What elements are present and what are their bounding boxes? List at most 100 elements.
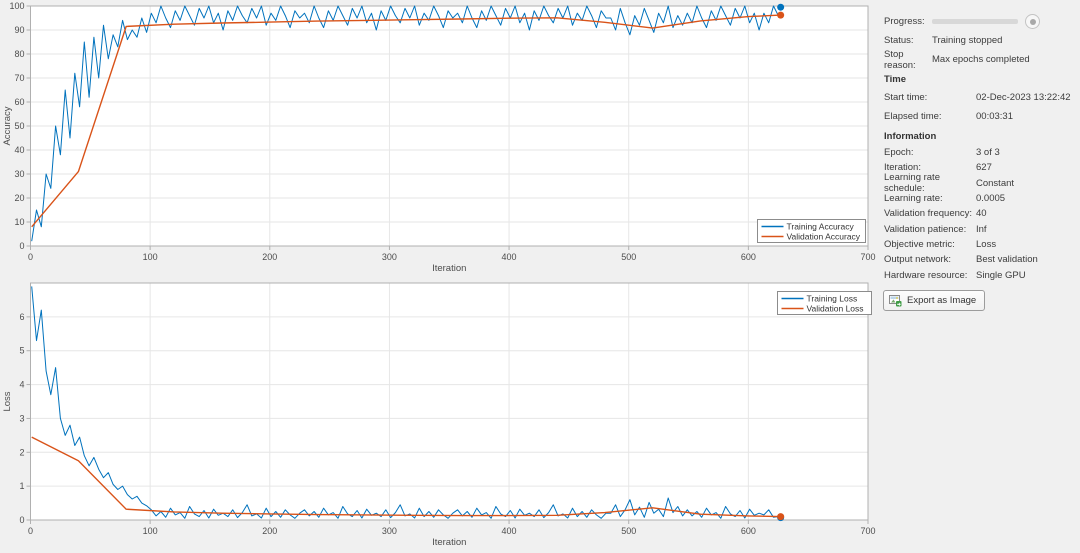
- svg-text:500: 500: [621, 252, 636, 262]
- svg-text:Training Accuracy: Training Accuracy: [787, 222, 855, 232]
- svg-text:40: 40: [14, 145, 24, 155]
- chart-figure-area: 0 100 200 300 400 500 600 700 0 10 20 30 40 50 60 70 80 9…: [2, 1, 876, 548]
- svg-text:300: 300: [382, 252, 397, 262]
- svg-text:0: 0: [19, 241, 24, 251]
- progress-bar: [932, 19, 1018, 24]
- x-axis-label: Iteration: [432, 537, 466, 548]
- progress-label: Progress:: [884, 16, 925, 27]
- time-section-header: Time: [884, 74, 907, 85]
- lr-schedule-value: Constant: [976, 177, 1015, 189]
- objective-metric-row: Objective metric: Loss: [884, 237, 1074, 252]
- svg-text:0: 0: [19, 515, 24, 525]
- svg-text:300: 300: [382, 526, 397, 536]
- validation-patience-row: Validation patience: Inf: [884, 221, 1074, 236]
- validation-frequency-value: 40: [976, 208, 987, 220]
- output-network-value: Best validation: [976, 254, 1038, 266]
- iteration-label: Iteration:: [884, 162, 921, 174]
- validation-frequency-row: Validation frequency: 40: [884, 206, 1074, 221]
- svg-text:0: 0: [28, 252, 33, 262]
- stop-reason-row: Stop reason: Max epochs completed: [884, 48, 1074, 71]
- svg-text:30: 30: [14, 169, 24, 179]
- y-axis-label: Accuracy: [2, 106, 13, 145]
- svg-text:1: 1: [19, 481, 24, 491]
- svg-text:10: 10: [14, 217, 24, 227]
- epoch-row: Epoch: 3 of 3: [884, 145, 1074, 160]
- stop-button[interactable]: [1025, 14, 1040, 29]
- svg-text:600: 600: [741, 252, 756, 262]
- validation-frequency-label: Validation frequency:: [884, 208, 973, 220]
- status-value: Training stopped: [932, 35, 1003, 46]
- lr-schedule-label: Learning rate schedule:: [884, 172, 940, 195]
- svg-text:100: 100: [143, 252, 158, 262]
- svg-text:80: 80: [14, 49, 24, 59]
- x-axis-label: Iteration: [432, 263, 466, 274]
- objective-metric-value: Loss: [976, 238, 997, 250]
- validation-patience-label: Validation patience:: [884, 223, 967, 235]
- stop-reason-value: Max epochs completed: [932, 54, 1030, 65]
- svg-text:700: 700: [860, 526, 875, 536]
- elapsed-time-label: Elapsed time:: [884, 111, 942, 122]
- accuracy-chart: 0 100 200 300 400 500 600 700 0 10 20 30 40 50 60 70 80 9…: [2, 1, 876, 274]
- output-network-row: Output network: Best validation: [884, 252, 1074, 267]
- svg-text:100: 100: [143, 526, 158, 536]
- start-time-row: Start time: 02-Dec-2023 13:22:42: [884, 88, 1074, 107]
- loss-chart: 0 100 200 300 400 500 600 700 0 1 2 3 4 5 6 Iteration Lo…: [2, 282, 876, 548]
- training-info-panel: Progress: Status: Training stopped Stop …: [876, 0, 1080, 553]
- svg-text:700: 700: [860, 252, 875, 262]
- learning-rate-row: Learning rate: 0.0005: [884, 191, 1074, 206]
- final-value-marker: [777, 513, 785, 521]
- learning-rate-label: Learning rate:: [884, 193, 943, 205]
- hardware-resource-label: Hardware resource:: [884, 269, 968, 281]
- iteration-value: 627: [976, 162, 992, 174]
- objective-metric-label: Objective metric:: [884, 238, 955, 250]
- status-label: Status:: [884, 35, 914, 46]
- svg-text:5: 5: [19, 346, 24, 356]
- hardware-resource-row: Hardware resource: Single GPU: [884, 267, 1074, 282]
- lr-schedule-row: Learning rate schedule: Constant: [884, 172, 1074, 194]
- export-as-image-button[interactable]: Export as Image: [883, 289, 986, 311]
- svg-text:200: 200: [262, 526, 277, 536]
- svg-text:200: 200: [262, 252, 277, 262]
- svg-text:400: 400: [502, 526, 517, 536]
- svg-text:70: 70: [14, 73, 24, 83]
- stop-reason-label: Stop reason:: [884, 48, 916, 71]
- epoch-label: Epoch:: [884, 147, 914, 159]
- final-value-marker: [777, 3, 785, 11]
- export-image-icon: [889, 294, 902, 307]
- final-value-marker: [777, 11, 785, 19]
- svg-text:400: 400: [502, 252, 517, 262]
- iteration-row: Iteration: 627: [884, 160, 1074, 175]
- svg-text:60: 60: [14, 97, 24, 107]
- output-network-label: Output network:: [884, 254, 952, 266]
- validation-patience-value: Inf: [976, 223, 987, 235]
- svg-text:50: 50: [14, 121, 24, 131]
- svg-text:600: 600: [741, 526, 756, 536]
- progress-row: Progress:: [884, 12, 1074, 31]
- svg-text:0: 0: [28, 526, 33, 536]
- svg-text:90: 90: [14, 25, 24, 35]
- start-time-label: Start time:: [884, 92, 928, 103]
- svg-text:2: 2: [19, 447, 24, 457]
- status-row: Status: Training stopped: [884, 31, 1074, 50]
- y-axis-label: Loss: [2, 391, 13, 411]
- svg-text:3: 3: [19, 413, 24, 423]
- hardware-resource-value: Single GPU: [976, 269, 1026, 281]
- svg-text:Training Loss: Training Loss: [807, 294, 858, 304]
- learning-rate-value: 0.0005: [976, 193, 1006, 205]
- svg-text:20: 20: [14, 193, 24, 203]
- svg-text:Validation Loss: Validation Loss: [807, 304, 864, 314]
- svg-text:Validation Accuracy: Validation Accuracy: [787, 232, 861, 242]
- svg-text:4: 4: [19, 380, 24, 390]
- svg-text:500: 500: [621, 526, 636, 536]
- export-as-image-label: Export as Image: [907, 294, 977, 306]
- svg-text:100: 100: [9, 1, 24, 11]
- information-section-header: Information: [884, 131, 937, 142]
- svg-text:6: 6: [19, 312, 24, 322]
- elapsed-time-row: Elapsed time: 00:03:31: [884, 107, 1074, 126]
- elapsed-time-value: 00:03:31: [976, 111, 1013, 122]
- stop-icon: [1029, 18, 1036, 25]
- start-time-value: 02-Dec-2023 13:22:42: [976, 92, 1071, 103]
